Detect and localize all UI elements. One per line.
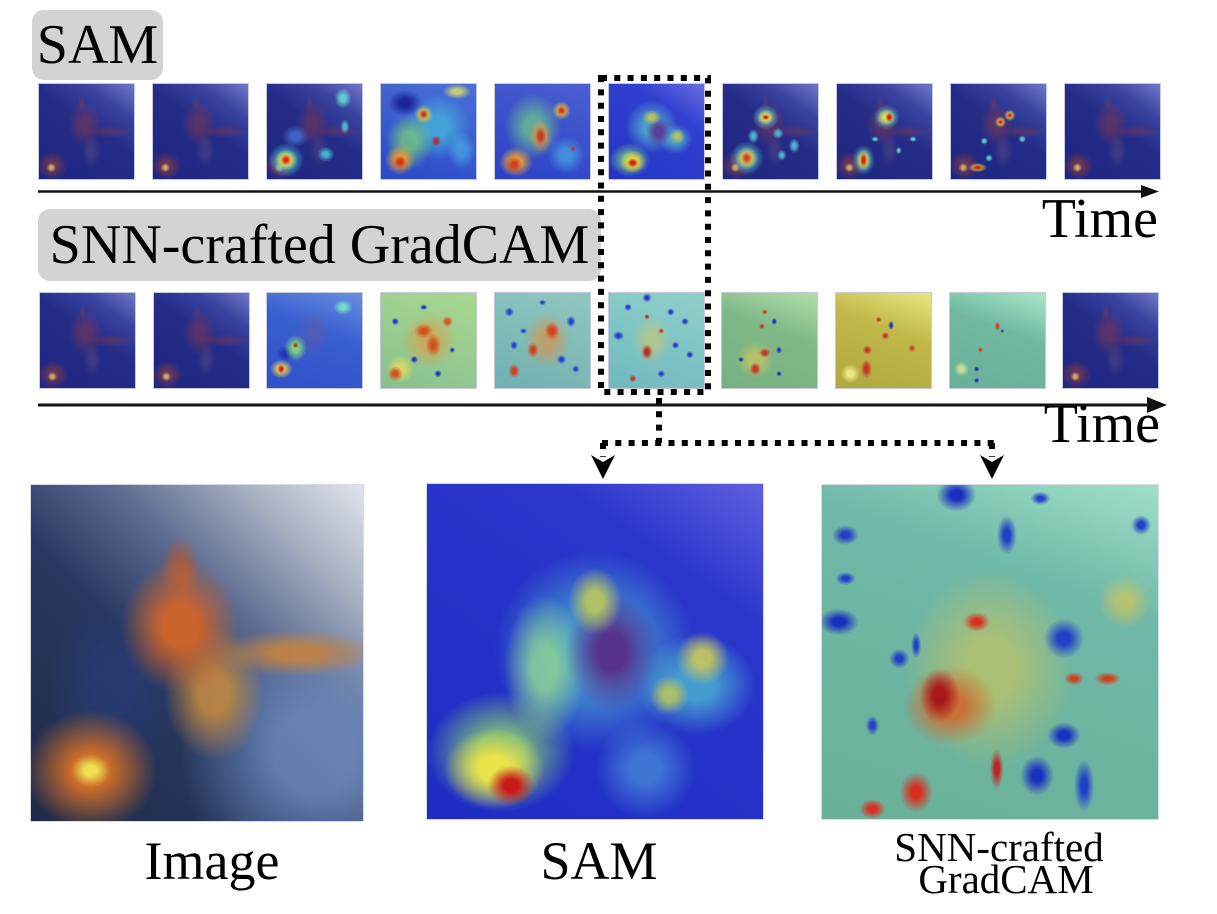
gradcam-frame: [1063, 293, 1158, 388]
sam-frame: [1065, 84, 1160, 179]
sam-frame: [39, 84, 134, 179]
sam-frame: [267, 84, 362, 179]
gradcam-frame: [267, 293, 362, 388]
sam-frame: [495, 84, 590, 179]
gradcam-zoomed-panel: [822, 485, 1158, 819]
gradcam-caption-line1: SNN-crafted: [894, 824, 1104, 870]
sam-caption: SAM: [540, 831, 658, 891]
gradcam-row-label: SNN-crafted GradCAM: [38, 209, 601, 281]
gradcam-frame: [950, 293, 1045, 388]
arrow-down-to-gradcam-icon: [980, 455, 1004, 479]
sam-frame: [837, 84, 932, 179]
sam-row-label: SAM: [32, 10, 163, 80]
gradcam-frame: [381, 293, 476, 388]
original-image-panel: [31, 485, 363, 821]
arrow-down-to-sam-icon: [591, 455, 615, 479]
sam-zoomed-panel: [427, 484, 763, 819]
sam-frame-highlighted: [609, 84, 704, 179]
gradcam-frame: [495, 293, 590, 388]
gradcam-frame: [722, 293, 817, 388]
sam-frame: [951, 84, 1046, 179]
gradcam-frame: [836, 293, 931, 388]
sam-time-axis-label: Time: [1041, 188, 1158, 250]
connector-dotted-line: [600, 398, 995, 457]
gradcam-frame: [40, 293, 135, 388]
sam-frame: [723, 84, 818, 179]
sam-frame: [381, 84, 476, 179]
gradcam-frame-highlighted: [609, 293, 704, 388]
image-caption: Image: [144, 831, 280, 891]
sam-frame: [153, 84, 248, 179]
gradcam-frame: [154, 293, 249, 388]
gradcam-time-axis-label: Time: [1043, 393, 1160, 455]
gradcam-caption-line2: GradCAM: [918, 856, 1094, 902]
